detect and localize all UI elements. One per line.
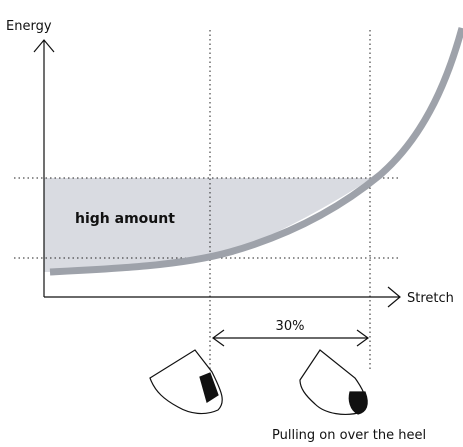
span-label: 30% [276, 319, 305, 334]
diagram: Energy Stretch high amount 30% Pulling o… [0, 0, 463, 447]
region-label: high amount [75, 211, 175, 227]
x-axis-label: Stretch [407, 291, 454, 306]
caption: Pulling on over the heel [272, 428, 426, 443]
y-axis-label: Energy [6, 19, 52, 34]
page: Energy Stretch high amount 30% Pulling o… [0, 0, 463, 447]
foot-icon [300, 350, 367, 414]
foot-icon [150, 350, 222, 414]
